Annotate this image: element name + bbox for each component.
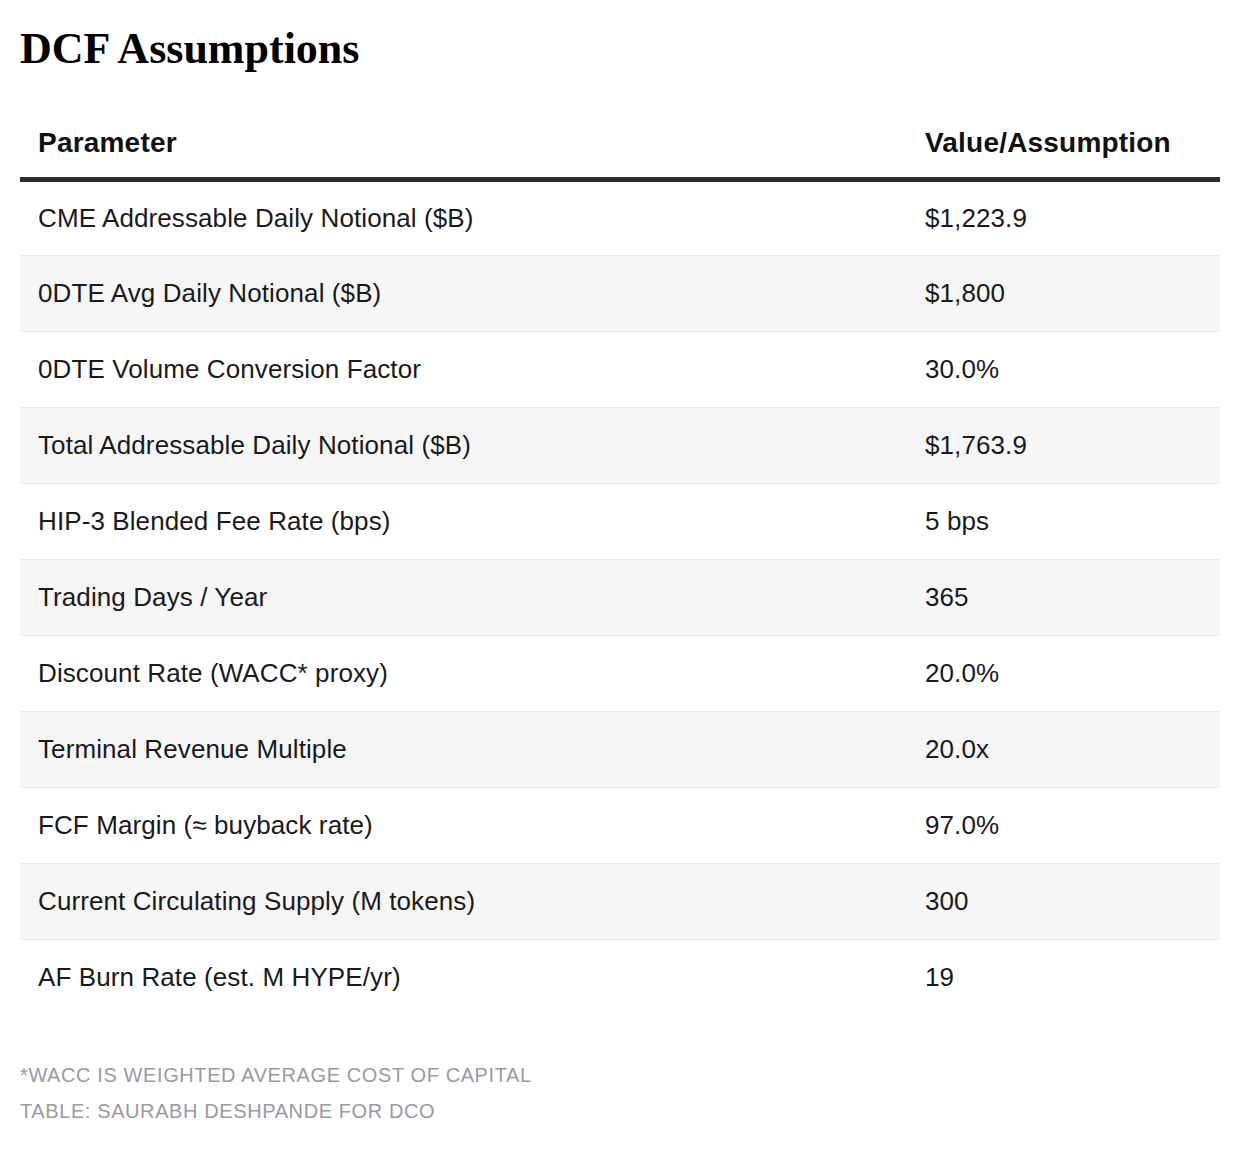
table-row: FCF Margin (≈ buyback rate) 97.0% <box>20 787 1220 863</box>
table-row: Current Circulating Supply (M tokens) 30… <box>20 863 1220 939</box>
value-cell: $1,223.9 <box>905 179 1220 255</box>
value-cell: $1,763.9 <box>905 407 1220 483</box>
table-row: HIP-3 Blended Fee Rate (bps) 5 bps <box>20 483 1220 559</box>
table-header-row: Parameter Value/Assumption <box>20 127 1220 180</box>
table-row: Trading Days / Year 365 <box>20 559 1220 635</box>
table-row: Terminal Revenue Multiple 20.0x <box>20 711 1220 787</box>
column-header-value: Value/Assumption <box>905 127 1220 180</box>
parameter-cell: AF Burn Rate (est. M HYPE/yr) <box>20 939 905 1015</box>
page-title: DCF Assumptions <box>20 0 1220 75</box>
value-cell: 300 <box>905 863 1220 939</box>
value-cell: 30.0% <box>905 331 1220 407</box>
parameter-cell: Total Addressable Daily Notional ($B) <box>20 407 905 483</box>
parameter-cell: HIP-3 Blended Fee Rate (bps) <box>20 483 905 559</box>
table-row: 0DTE Avg Daily Notional ($B) $1,800 <box>20 255 1220 331</box>
value-cell: 5 bps <box>905 483 1220 559</box>
footnote-source: TABLE: SAURABH DESHPANDE FOR DCO <box>20 1093 1220 1129</box>
table-row: Total Addressable Daily Notional ($B) $1… <box>20 407 1220 483</box>
value-cell: 365 <box>905 559 1220 635</box>
column-header-parameter: Parameter <box>20 127 905 180</box>
parameter-cell: CME Addressable Daily Notional ($B) <box>20 179 905 255</box>
table-row: 0DTE Volume Conversion Factor 30.0% <box>20 331 1220 407</box>
parameter-cell: Discount Rate (WACC* proxy) <box>20 635 905 711</box>
table-row: Discount Rate (WACC* proxy) 20.0% <box>20 635 1220 711</box>
parameter-cell: Trading Days / Year <box>20 559 905 635</box>
parameter-cell: Terminal Revenue Multiple <box>20 711 905 787</box>
table-row: CME Addressable Daily Notional ($B) $1,2… <box>20 179 1220 255</box>
dcf-assumptions-table: Parameter Value/Assumption CME Addressab… <box>20 127 1220 1016</box>
value-cell: 20.0% <box>905 635 1220 711</box>
table-row: AF Burn Rate (est. M HYPE/yr) 19 <box>20 939 1220 1015</box>
value-cell: 97.0% <box>905 787 1220 863</box>
table-body: CME Addressable Daily Notional ($B) $1,2… <box>20 179 1220 1015</box>
value-cell: 20.0x <box>905 711 1220 787</box>
footnote-wacc-definition: *WACC IS WEIGHTED AVERAGE COST OF CAPITA… <box>20 1057 1220 1093</box>
value-cell: 19 <box>905 939 1220 1015</box>
parameter-cell: Current Circulating Supply (M tokens) <box>20 863 905 939</box>
parameter-cell: FCF Margin (≈ buyback rate) <box>20 787 905 863</box>
footnotes: *WACC IS WEIGHTED AVERAGE COST OF CAPITA… <box>20 1057 1220 1129</box>
value-cell: $1,800 <box>905 255 1220 331</box>
parameter-cell: 0DTE Avg Daily Notional ($B) <box>20 255 905 331</box>
parameter-cell: 0DTE Volume Conversion Factor <box>20 331 905 407</box>
table-graphic: DCF Assumptions Parameter Value/Assumpti… <box>0 0 1240 1129</box>
